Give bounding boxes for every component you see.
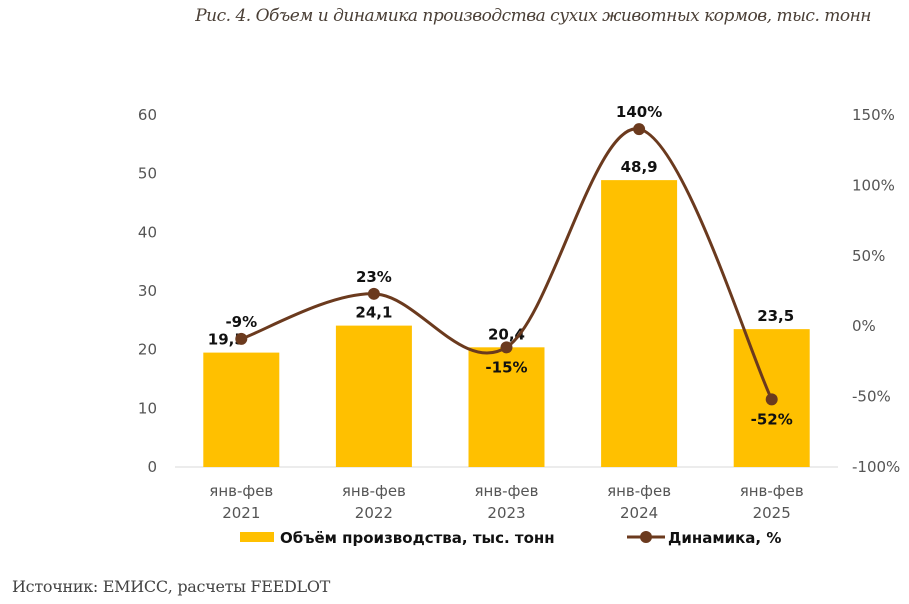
legend-bar-label: Объём производства, тыс. тонн xyxy=(280,529,555,547)
right-axis-tick: 50% xyxy=(852,247,885,265)
line-data-label: -15% xyxy=(485,358,527,376)
line-marker xyxy=(633,123,646,136)
chart-title: Рис. 4. Объем и динамика производства су… xyxy=(195,6,871,26)
bar xyxy=(335,325,412,467)
x-axis-tick: 2023 xyxy=(487,504,525,522)
right-axis-tick: -100% xyxy=(852,458,900,476)
bar xyxy=(203,352,280,467)
line-marker xyxy=(765,393,778,406)
line-marker xyxy=(367,287,380,300)
x-axis-tick: 2025 xyxy=(753,504,791,522)
line-marker xyxy=(235,332,248,345)
right-axis-tick: 150% xyxy=(852,106,895,124)
legend-line-label: Динамика, % xyxy=(668,529,781,547)
left-axis-tick: 50 xyxy=(138,165,157,183)
legend-line-marker xyxy=(640,531,652,543)
right-axis-tick: -50% xyxy=(852,388,891,406)
x-axis-tick: 2024 xyxy=(620,504,658,522)
line-data-label: -9% xyxy=(225,313,257,331)
left-axis-tick: 60 xyxy=(138,106,157,124)
x-axis-tick: янв-фев xyxy=(209,482,273,500)
bar-data-label: 48,9 xyxy=(621,158,658,176)
line-marker xyxy=(500,341,513,354)
left-axis-tick: 20 xyxy=(138,341,157,359)
x-axis-tick: 2022 xyxy=(355,504,393,522)
bar-data-label: 23,5 xyxy=(757,307,794,325)
line-series xyxy=(240,127,774,401)
left-axis-tick: 40 xyxy=(138,223,157,241)
bar-data-label: 19,5 xyxy=(208,331,245,349)
line-data-label: -52% xyxy=(751,410,793,428)
bar xyxy=(468,347,545,467)
source-note: Источник: ЕМИСС, расчеты FEEDLOT xyxy=(12,577,331,596)
line-data-label: 23% xyxy=(356,268,392,286)
line-data-label: 140% xyxy=(616,103,662,121)
x-axis-tick: 2021 xyxy=(222,504,260,522)
x-axis-tick: янв-фев xyxy=(342,482,406,500)
left-axis-tick: 0 xyxy=(147,458,157,476)
x-axis-tick: янв-фев xyxy=(607,482,671,500)
legend-bar-swatch xyxy=(240,532,274,542)
bar-data-label: 24,1 xyxy=(355,304,392,322)
left-axis-tick: 10 xyxy=(138,399,157,417)
chart: 0 10 20 30 40 50 60 -100% -50% 0% 50% 100% 150% 19,5 2… xyxy=(138,103,900,547)
bar xyxy=(601,180,678,467)
right-axis-tick: 0% xyxy=(852,317,876,335)
right-axis-tick: 100% xyxy=(852,176,895,194)
x-axis-tick: янв-фев xyxy=(475,482,539,500)
left-axis-tick: 30 xyxy=(138,282,157,300)
x-axis-tick: янв-фев xyxy=(740,482,804,500)
